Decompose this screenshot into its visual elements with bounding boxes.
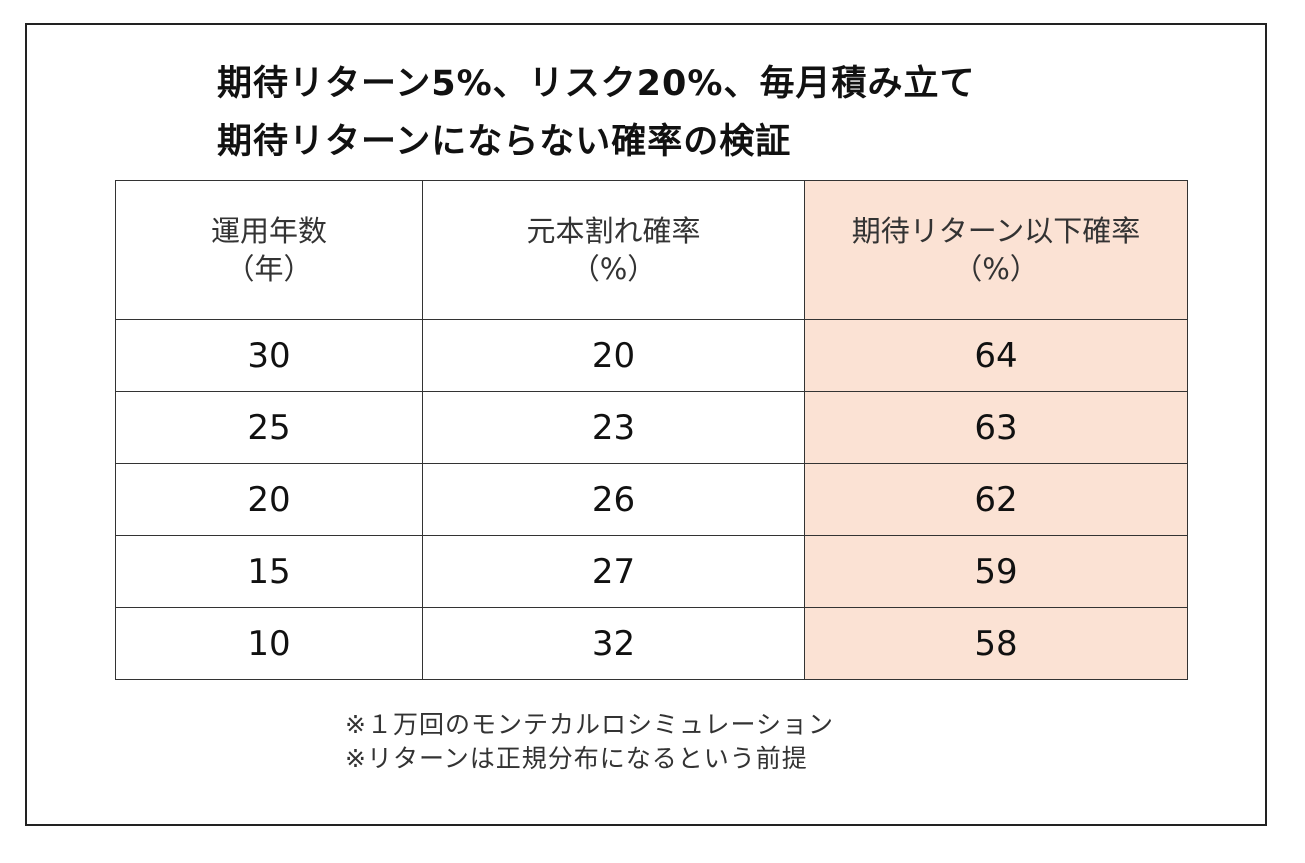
probability-table: 運用年数 （年） 元本割れ確率 （%） 期待リターン以下確率 （%） 30 20… <box>115 180 1188 680</box>
table-row: 15 27 59 <box>115 535 1188 608</box>
table-row: 20 26 62 <box>115 463 1188 536</box>
table-row: 25 23 63 <box>115 391 1188 464</box>
cell-years: 30 <box>115 319 423 392</box>
table-header-row: 運用年数 （年） 元本割れ確率 （%） 期待リターン以下確率 （%） <box>115 180 1188 320</box>
header-years-label: 運用年数 <box>210 214 327 248</box>
cell-below-expected: 58 <box>804 607 1188 680</box>
slide-frame: 期待リターン5%、リスク20%、毎月積み立て 期待リターンにならない確率の検証 … <box>25 23 1267 826</box>
cell-below-expected: 59 <box>804 535 1188 608</box>
cell-below-expected: 62 <box>804 463 1188 536</box>
header-principal-loss-label: 元本割れ確率 <box>526 214 701 248</box>
cell-years: 10 <box>115 607 423 680</box>
footnotes: ※１万回のモンテカルロシミュレーション ※リターンは正規分布になるという前提 <box>345 708 834 776</box>
header-below-expected-unit: （%） <box>953 252 1039 286</box>
footnote-simulation: ※１万回のモンテカルロシミュレーション <box>345 710 834 739</box>
header-years-unit: （年） <box>225 252 313 286</box>
cell-principal-loss: 27 <box>422 535 805 608</box>
cell-principal-loss: 32 <box>422 607 805 680</box>
cell-years: 15 <box>115 535 423 608</box>
header-years: 運用年数 （年） <box>115 180 423 320</box>
header-below-expected-label: 期待リターン以下確率 <box>851 214 1141 248</box>
header-below-expected: 期待リターン以下確率 （%） <box>804 180 1188 320</box>
table-row: 10 32 58 <box>115 607 1188 680</box>
cell-principal-loss: 26 <box>422 463 805 536</box>
header-principal-loss-unit: （%） <box>570 252 657 286</box>
cell-years: 25 <box>115 391 423 464</box>
table-row: 30 20 64 <box>115 319 1188 392</box>
cell-below-expected: 63 <box>804 391 1188 464</box>
slide-title: 期待リターン5%、リスク20%、毎月積み立て 期待リターンにならない確率の検証 <box>217 55 975 171</box>
header-principal-loss: 元本割れ確率 （%） <box>422 180 805 320</box>
cell-below-expected: 64 <box>804 319 1188 392</box>
title-line-2: 期待リターンにならない確率の検証 <box>217 122 792 162</box>
cell-principal-loss: 23 <box>422 391 805 464</box>
title-line-1: 期待リターン5%、リスク20%、毎月積み立て <box>217 64 976 104</box>
cell-principal-loss: 20 <box>422 319 805 392</box>
cell-years: 20 <box>115 463 423 536</box>
footnote-assumption: ※リターンは正規分布になるという前提 <box>345 744 808 773</box>
